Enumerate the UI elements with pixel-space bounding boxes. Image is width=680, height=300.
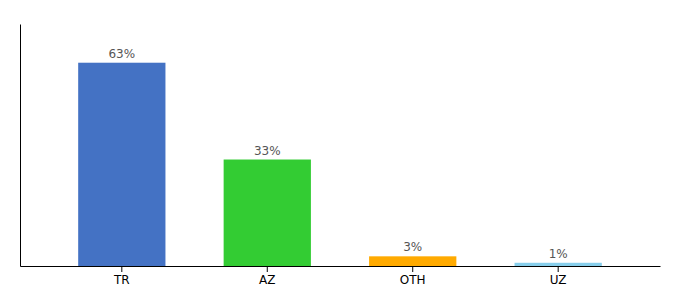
x-tick: OTH [400, 266, 426, 287]
plot: TR AZ OTH UZ 63% 33% 3% 1% [21, 25, 661, 287]
x-tick-mark [267, 266, 268, 272]
y-axis [20, 25, 21, 267]
x-tick-mark [558, 266, 559, 272]
x-axis-line [21, 266, 661, 267]
data-label: 1% [549, 247, 568, 261]
x-tick-label: AZ [259, 273, 275, 287]
data-label: 3% [403, 240, 422, 254]
bar [78, 63, 165, 266]
x-tick-label: OTH [400, 273, 426, 287]
chart-svg: TR AZ OTH UZ 63% 33% 3% 1% [0, 0, 680, 300]
x-tick-label: TR [113, 273, 130, 287]
data-label: 63% [108, 47, 135, 61]
x-tick: UZ [550, 266, 567, 287]
chart-container: TR AZ OTH UZ 63% 33% 3% 1% [0, 0, 680, 300]
x-tick: AZ [259, 266, 275, 287]
data-labels: 63% 33% 3% 1% [108, 47, 567, 261]
bar [369, 256, 456, 266]
x-axis: TR AZ OTH UZ [21, 266, 661, 287]
x-tick-label: UZ [550, 273, 567, 287]
data-label: 33% [254, 144, 281, 158]
y-axis-line [20, 25, 21, 267]
x-tick-mark [121, 266, 122, 272]
bars [78, 63, 602, 266]
x-tick: TR [113, 266, 130, 287]
bar [515, 263, 602, 266]
x-tick-mark [412, 266, 413, 272]
bar [224, 160, 311, 266]
